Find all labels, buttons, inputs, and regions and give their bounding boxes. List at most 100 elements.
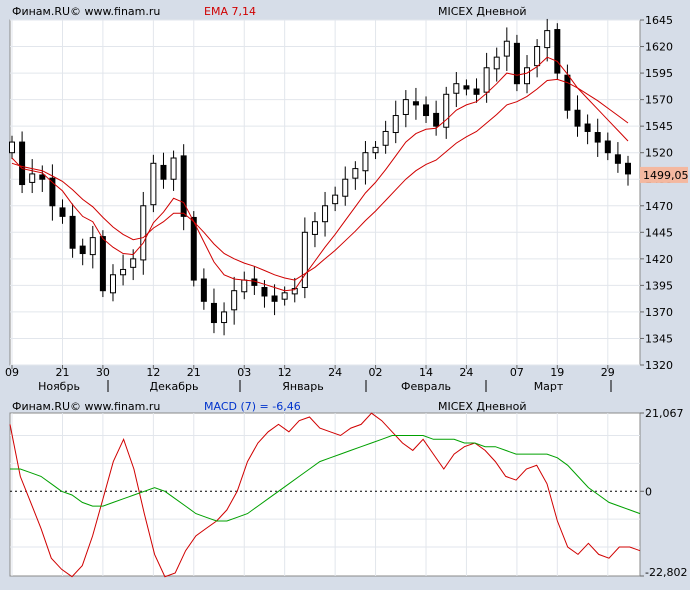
macd-axis-labels: 21,067 0 -22,802 <box>640 407 687 579</box>
candle <box>301 217 308 299</box>
candle <box>352 161 359 190</box>
candle-body <box>170 157 177 180</box>
price-tick-label: 1545 <box>645 120 673 133</box>
candle <box>625 155 631 186</box>
candle-body <box>473 88 480 95</box>
month-axis: Ноябрь Декабрь Январь Февраль Март <box>38 380 612 393</box>
candle-body <box>271 295 278 302</box>
candle-body <box>584 123 591 132</box>
candle <box>412 87 419 120</box>
candle-body <box>231 290 238 311</box>
macd-instrument-label: MICEX Дневной <box>438 400 527 413</box>
candle-body <box>9 141 15 154</box>
candle <box>463 79 470 96</box>
date-tick-label: 29 <box>601 366 615 379</box>
candle <box>392 100 399 144</box>
candle-body <box>564 74 571 111</box>
candle <box>382 120 389 154</box>
candle-body <box>19 141 26 186</box>
last-price-tag: 1499,05 <box>640 166 689 183</box>
candle-body <box>493 56 500 70</box>
month-label: Январь <box>282 380 324 393</box>
candle <box>210 288 217 334</box>
macd-signal-line <box>10 435 641 522</box>
macd-tick-label: -22,802 <box>645 566 687 579</box>
candle-body <box>463 85 470 90</box>
candle-body <box>412 101 419 106</box>
date-tick-label: 21 <box>187 366 201 379</box>
date-tick-label: 12 <box>146 366 160 379</box>
candle <box>190 211 197 287</box>
candle-body <box>423 104 430 117</box>
price-source-label: Финам.RU© www.finam.ru <box>12 5 160 18</box>
date-tick-label: 09 <box>5 366 19 379</box>
candle <box>423 96 430 123</box>
candle <box>604 132 611 161</box>
candle-body <box>150 162 157 206</box>
candle-body <box>402 99 409 115</box>
candle-body <box>392 115 399 134</box>
candle <box>89 225 96 269</box>
candle <box>49 164 56 221</box>
candle <box>271 284 278 316</box>
price-panel: 1645162015951570154515201495147014451420… <box>9 5 689 372</box>
candle-body <box>513 42 520 85</box>
candle-body <box>544 30 551 49</box>
candle-body <box>79 245 86 255</box>
last-price-box <box>640 166 688 183</box>
candle <box>180 144 187 231</box>
candle <box>291 277 298 303</box>
candle-body <box>39 174 46 180</box>
candle-body <box>190 216 197 281</box>
candle-body <box>574 109 581 127</box>
date-tick-label: 30 <box>96 366 110 379</box>
candle-body <box>251 278 258 286</box>
candle <box>614 142 621 173</box>
candle <box>69 203 76 258</box>
date-tick-label: 07 <box>510 366 524 379</box>
candle-body <box>524 67 531 85</box>
price-tick-label: 1395 <box>645 279 673 292</box>
candle <box>332 186 339 212</box>
candle <box>281 286 288 306</box>
candle <box>584 114 591 145</box>
candle <box>443 86 450 139</box>
candle <box>200 268 207 310</box>
candle <box>493 47 500 82</box>
candle <box>544 18 551 62</box>
candle-body <box>180 155 187 217</box>
candle <box>39 165 46 192</box>
candle <box>372 141 379 160</box>
candle <box>453 72 460 108</box>
price-instrument-label: MICEX Дневной <box>438 5 527 18</box>
candle-body <box>382 130 389 146</box>
macd-line <box>9 412 641 578</box>
candle-body <box>614 154 621 164</box>
candle-body <box>281 292 288 300</box>
candle-body <box>322 205 329 223</box>
price-tick-label: 1570 <box>645 94 673 107</box>
price-tick-label: 1520 <box>645 147 673 160</box>
candle <box>362 141 369 185</box>
date-tick-label: 12 <box>278 366 292 379</box>
price-axis-labels: 1645162015951570154515201495147014451420… <box>640 14 673 372</box>
macd-panel: 21,067 0 -22,802 Финам.RU© www.finam.ru MA… <box>9 400 687 579</box>
candle-body <box>625 162 631 175</box>
candle <box>483 52 490 103</box>
candle <box>19 131 26 194</box>
candle-body <box>210 302 217 324</box>
candle-body <box>221 311 228 324</box>
month-label: Февраль <box>401 380 451 393</box>
ema-fast-line <box>11 56 629 292</box>
candle-body <box>503 40 510 57</box>
last-price-label: 1499,05 <box>643 169 689 182</box>
month-label: Декабрь <box>150 380 199 393</box>
candle <box>79 238 86 266</box>
macd-plot-area <box>9 412 641 577</box>
candle-body <box>291 288 298 295</box>
candle-body <box>29 173 36 183</box>
candle-body <box>89 237 96 256</box>
price-tick-label: 1320 <box>645 359 673 372</box>
date-tick-label: 03 <box>237 366 251 379</box>
